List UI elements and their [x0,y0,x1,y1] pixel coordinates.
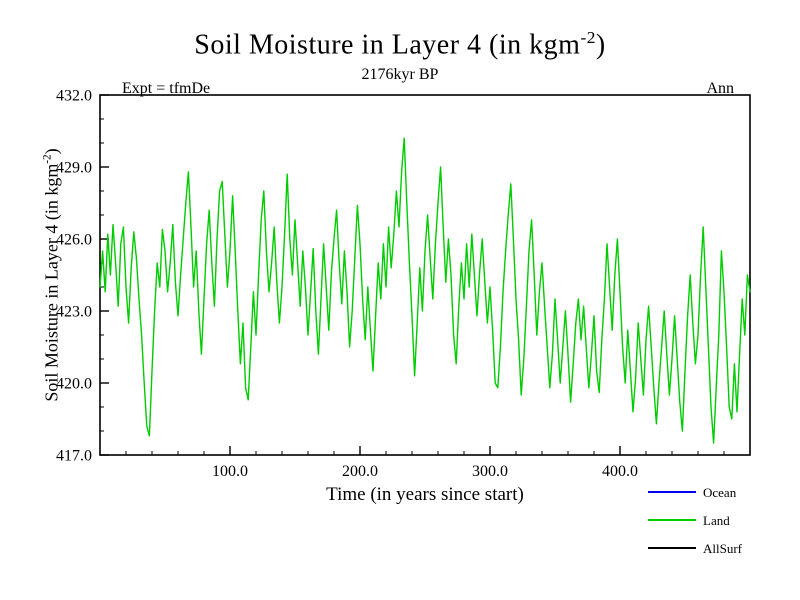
y-axis-label-text: Soil Moisture in Layer 4 (in kgm [41,163,62,402]
y-axis-label-superscript: -2 [41,154,54,164]
y-tick-label: 432.0 [56,88,92,105]
y-axis-label-suffix: ) [41,148,62,155]
legend-item-land: Land [648,511,788,529]
legend-line-ocean [648,491,696,493]
chart-title: Soil Moisture in Layer 4 (in kgm-2) [0,28,800,61]
x-axis-label: Time (in years since start) [326,484,524,505]
chart-title-superscript: -2 [580,28,596,47]
x-tick-label: 300.0 [472,463,508,480]
chart-subtitle: 2176kyr BP [361,66,439,83]
y-tick-label: 423.0 [56,304,92,321]
legend-item-allsurf: AllSurf [648,539,788,557]
legend-line-land [648,519,696,521]
legend: Ocean Land AllSurf [648,483,788,567]
y-tick-label: 420.0 [56,376,92,393]
y-tick-label: 429.0 [56,160,92,177]
legend-label-ocean: Ocean [703,484,737,500]
chart-title-text: Soil Moisture in Layer 4 (in kgm [194,29,581,61]
legend-label-land: Land [703,512,730,528]
legend-label-allsurf: AllSurf [703,540,742,556]
period-label: Ann [706,80,734,97]
y-axis-label: Soil Moisture in Layer 4 (in kgm-2) [42,148,63,401]
plot-frame [99,94,751,456]
chart-title-suffix: ) [595,29,606,61]
y-tick-label: 417.0 [56,448,92,465]
series-land [99,137,751,444]
legend-item-ocean: Ocean [648,483,788,501]
y-tick-label: 426.0 [56,232,92,249]
experiment-label: Expt = tfmDe [122,80,211,97]
x-tick-label: 200.0 [342,463,378,480]
x-tick-label: 400.0 [602,463,638,480]
x-tick-label: 100.0 [212,463,248,480]
legend-line-allsurf [648,547,696,549]
